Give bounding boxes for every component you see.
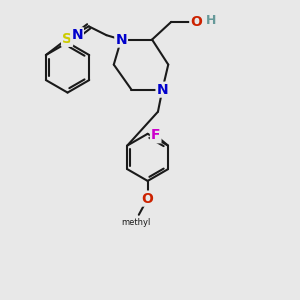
Text: N: N — [157, 82, 168, 97]
Text: F: F — [151, 128, 160, 142]
Text: H: H — [206, 14, 216, 27]
Text: O: O — [190, 15, 202, 29]
Text: O: O — [142, 192, 154, 206]
Text: N: N — [71, 28, 83, 42]
Text: S: S — [62, 32, 72, 46]
Text: N: N — [115, 33, 127, 46]
Text: methyl: methyl — [121, 218, 151, 227]
